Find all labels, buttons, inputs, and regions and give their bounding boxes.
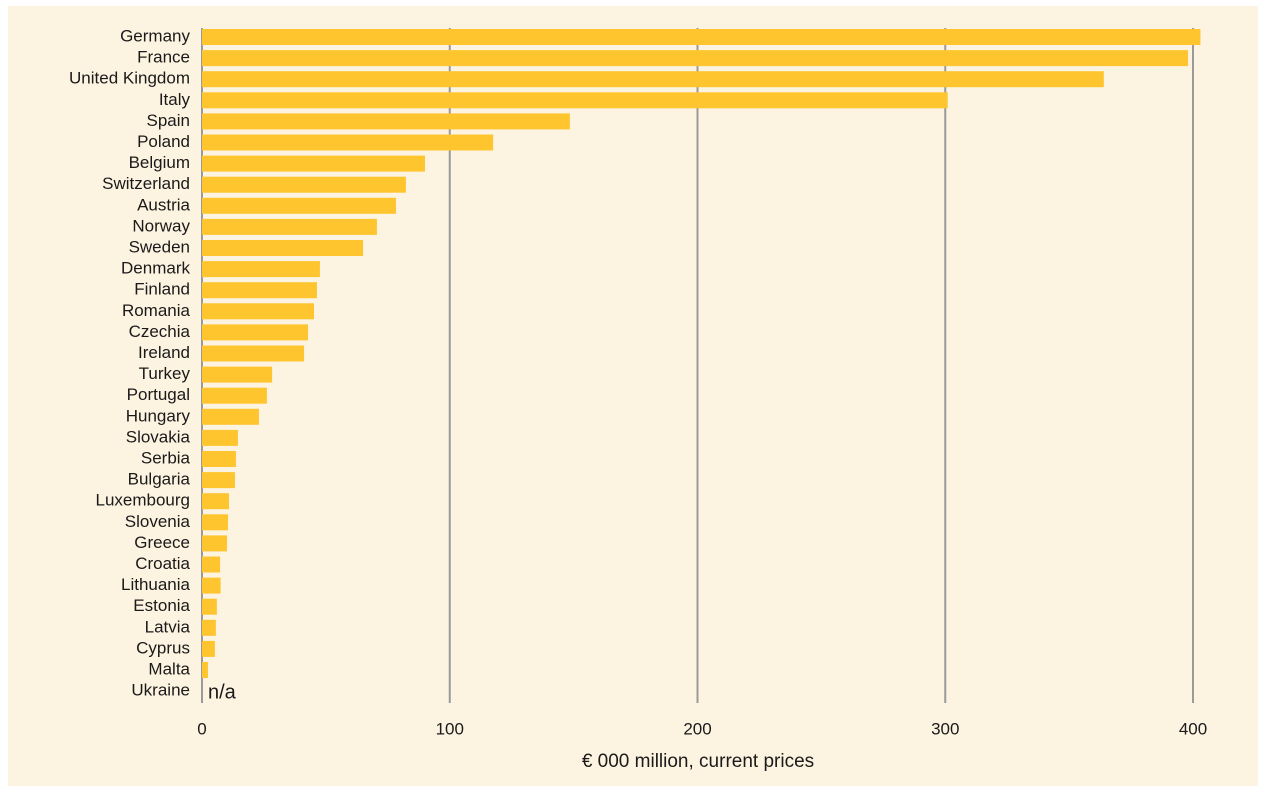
bar [202,408,259,425]
y-tick-label: Italy [159,90,191,109]
y-tick-label: Bulgaria [128,470,191,489]
bar [202,134,494,151]
y-tick-label: Spain [147,111,190,130]
y-tick-label: Poland [137,132,190,151]
bar [202,429,238,446]
y-tick-label: United Kingdom [69,69,190,88]
y-tick-label: Croatia [135,554,190,573]
chart-background [8,6,1258,786]
y-tick-label: Estonia [133,596,190,615]
bar [202,71,1104,88]
y-tick-label: Turkey [139,364,191,383]
y-tick-label: Latvia [145,617,191,636]
bar [202,556,221,573]
value-label: n/a [208,681,237,703]
bar [202,92,948,109]
y-tick-label: Malta [148,659,190,678]
bar [202,598,217,615]
bar [202,366,273,383]
y-tick-label: Belgium [129,153,190,172]
y-tick-label: France [137,48,190,67]
bar [202,345,305,362]
bar [202,218,377,235]
y-tick-label: Slovakia [126,427,191,446]
y-tick-label: Serbia [141,448,191,467]
bar [202,155,425,172]
bar [202,29,1201,45]
bar [202,197,396,214]
bar [202,451,236,467]
bar [202,324,309,341]
y-tick-label: Austria [137,195,190,214]
y-tick-label: Ireland [138,343,190,362]
y-tick-label: Ukraine [131,681,190,700]
bar [202,514,229,531]
x-tick-label: 100 [436,719,464,738]
bar [202,387,267,404]
y-tick-label: Hungary [126,406,191,425]
y-tick-label: Germany [120,26,190,45]
y-tick-label: Slovenia [125,512,191,531]
y-tick-label: Romania [122,301,191,320]
y-tick-label: Denmark [121,259,190,278]
bar [202,303,314,320]
bar [202,472,235,489]
y-tick-label: Finland [134,280,190,299]
y-tick-label: Norway [132,216,190,235]
bar [202,535,228,552]
bar [202,261,320,278]
y-tick-label: Luxembourg [95,491,190,510]
bar [202,619,216,636]
bar [202,240,364,256]
bar [202,176,406,193]
bar [202,113,570,130]
bar [202,577,221,594]
x-tick-label: 200 [683,719,711,738]
bar [202,640,215,657]
bar [202,50,1189,67]
x-tick-label: 0 [197,719,206,738]
y-tick-label: Sweden [129,237,190,256]
bar [202,662,208,678]
x-tick-label: 300 [931,719,959,738]
x-tick-label: 400 [1179,719,1207,738]
y-tick-label: Cyprus [136,638,190,657]
x-axis-label: € 000 million, current prices [582,751,814,772]
y-tick-label: Portugal [127,385,190,404]
y-tick-label: Czechia [129,322,191,341]
y-tick-label: Switzerland [102,174,190,193]
bar [202,493,230,510]
y-tick-label: Lithuania [121,575,191,594]
y-tick-label: Greece [134,533,190,552]
bar [202,282,317,299]
